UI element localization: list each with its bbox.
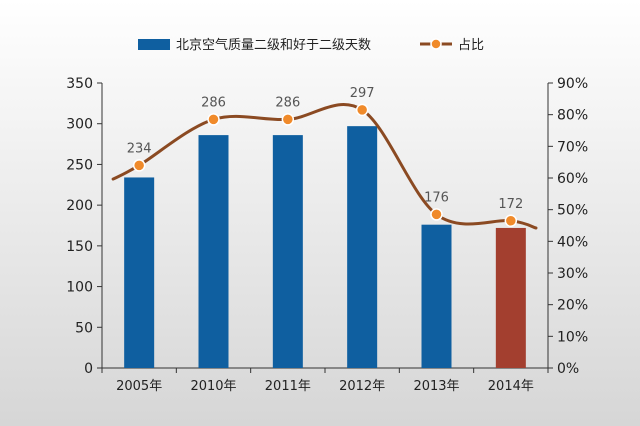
legend-line-label: 占比 bbox=[458, 38, 484, 53]
y-right-tick-label: 30% bbox=[557, 266, 588, 282]
ratio-point bbox=[281, 113, 295, 126]
bar-value-label: 297 bbox=[350, 86, 375, 101]
x-tick-label: 2005年 bbox=[116, 379, 162, 394]
bar bbox=[495, 227, 526, 368]
ratio-point bbox=[132, 159, 146, 172]
bar bbox=[421, 224, 452, 368]
y-right-tick-label: 10% bbox=[557, 329, 588, 345]
y-left-tick-label: 0 bbox=[84, 361, 93, 377]
data-labels: 234 286 286 297 176 172 bbox=[127, 86, 523, 212]
y-left-tick-label: 250 bbox=[66, 157, 93, 173]
ratio-line-path bbox=[111, 103, 538, 230]
bar-value-label: 286 bbox=[201, 95, 226, 110]
ratio-point bbox=[504, 214, 518, 227]
y-right-tick-label: 40% bbox=[557, 234, 588, 250]
y-right-tick-label: 60% bbox=[557, 171, 588, 187]
y-left-tick-label: 350 bbox=[66, 76, 93, 92]
bars bbox=[124, 126, 526, 369]
legend-bar-label: 北京空气质量二级和好于二级天数 bbox=[176, 37, 371, 53]
x-tick-label: 2012年 bbox=[339, 379, 385, 394]
y-right-tick-label: 80% bbox=[557, 108, 588, 124]
ratio-point bbox=[355, 103, 369, 117]
y-right-tick-label: 0% bbox=[557, 361, 579, 377]
y-left-tick-label: 300 bbox=[66, 117, 93, 133]
bar bbox=[124, 177, 155, 368]
y-right-tick-label: 90% bbox=[557, 76, 588, 92]
y-left-tick-label: 200 bbox=[66, 198, 93, 214]
y-left-tick-label: 100 bbox=[66, 280, 93, 296]
legend-line-marker bbox=[430, 38, 442, 50]
x-tick-label: 2014年 bbox=[488, 379, 534, 394]
bar-value-label: 176 bbox=[424, 190, 449, 205]
bar bbox=[272, 135, 303, 368]
ratio-point bbox=[207, 113, 220, 126]
legend-bar-swatch bbox=[138, 39, 170, 50]
y-right-tick-label: 50% bbox=[557, 203, 588, 219]
bar bbox=[198, 135, 229, 368]
y-right-tick-label: 20% bbox=[557, 298, 588, 314]
bar-value-label: 234 bbox=[127, 141, 152, 156]
y-right-tick-label: 70% bbox=[557, 139, 588, 155]
ratio-line bbox=[111, 103, 538, 230]
bar bbox=[347, 126, 378, 369]
bar-value-label: 286 bbox=[275, 95, 300, 110]
x-tick-label: 2010年 bbox=[190, 379, 236, 394]
y-left-tick-label: 50 bbox=[75, 320, 93, 336]
bar-value-label: 172 bbox=[498, 197, 523, 212]
ratio-point bbox=[430, 208, 443, 221]
y-left-tick-label: 150 bbox=[66, 239, 93, 255]
x-tick-label: 2013年 bbox=[413, 379, 459, 394]
axes: 0 50 100 150 200 250 300 350 0% 10% 20% 30% 40% 50% 60… bbox=[66, 76, 588, 394]
x-tick-label: 2011年 bbox=[265, 379, 311, 394]
legend: 北京空气质量二级和好于二级天数 占比 bbox=[138, 37, 484, 53]
